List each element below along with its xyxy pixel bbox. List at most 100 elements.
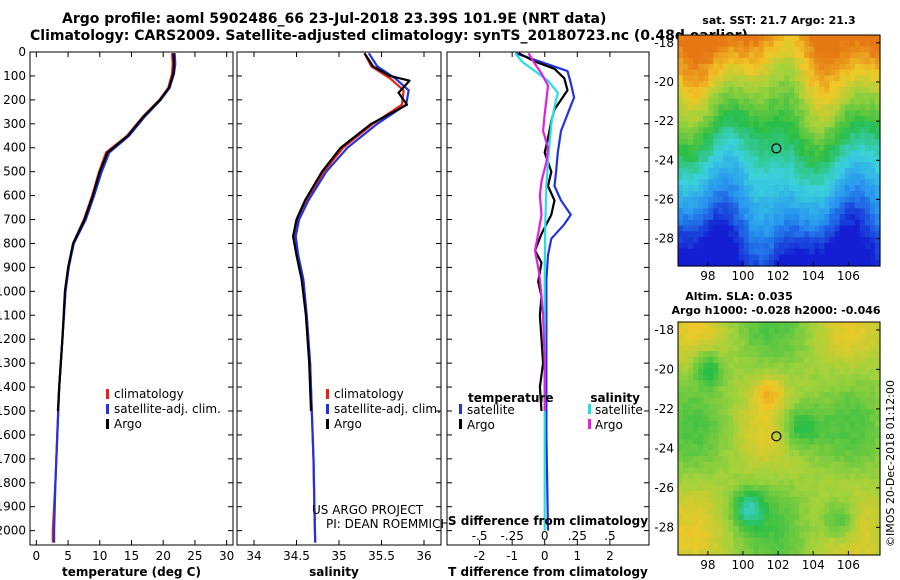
heatmap-cell bbox=[723, 415, 730, 422]
heatmap-cell bbox=[859, 185, 866, 192]
heatmap-cell bbox=[864, 40, 871, 48]
heatmap-cell bbox=[824, 514, 831, 521]
heatmap-cell bbox=[683, 374, 689, 381]
heatmap-cell bbox=[698, 479, 704, 486]
heatmap-cell bbox=[849, 214, 856, 221]
heatmap-cell bbox=[738, 254, 745, 261]
heatmap-cell bbox=[723, 156, 730, 163]
heatmap-cell bbox=[713, 208, 719, 215]
heatmap-cell bbox=[733, 525, 740, 533]
heatmap-cell bbox=[678, 138, 684, 146]
heatmap-cell bbox=[784, 502, 790, 509]
heatmap-cell bbox=[869, 63, 876, 71]
heatmap-cell bbox=[693, 461, 699, 469]
x-tick-label: 100 bbox=[732, 269, 755, 283]
heatmap-cell bbox=[748, 121, 755, 129]
heatmap-cell bbox=[874, 121, 881, 129]
heatmap-cell bbox=[819, 173, 826, 180]
heatmap-cell bbox=[789, 115, 795, 123]
heatmap-cell bbox=[678, 92, 684, 100]
heatmap-cell bbox=[859, 237, 866, 244]
heatmap-cell bbox=[688, 327, 694, 335]
heatmap-cell bbox=[768, 362, 775, 370]
heatmap-cell bbox=[688, 391, 694, 399]
heatmap-cell bbox=[824, 81, 831, 88]
heatmap-cell bbox=[688, 98, 694, 105]
heatmap-cell bbox=[814, 339, 820, 346]
heatmap-cell bbox=[703, 479, 709, 486]
heatmap-cell bbox=[779, 156, 785, 163]
heatmap-cell bbox=[809, 391, 815, 399]
heatmap-cell bbox=[703, 356, 709, 364]
heatmap-cell bbox=[779, 525, 785, 533]
heatmap-cell bbox=[678, 156, 684, 163]
heatmap-cell bbox=[789, 525, 795, 533]
heatmap-cell bbox=[854, 356, 861, 364]
heatmap-cell bbox=[824, 254, 831, 261]
x-axis-label: temperature (deg C) bbox=[62, 565, 201, 579]
heatmap-cell bbox=[864, 179, 871, 186]
heatmap-cell bbox=[728, 391, 735, 399]
heatmap-cell bbox=[748, 549, 755, 556]
heatmap-cell bbox=[849, 421, 856, 428]
heatmap-cell bbox=[723, 502, 730, 509]
heatmap-cell bbox=[693, 237, 699, 244]
heatmap-cell bbox=[814, 426, 820, 434]
heatmap-cell bbox=[693, 98, 699, 105]
heatmap-cell bbox=[834, 248, 841, 256]
heatmap-cell bbox=[794, 242, 800, 250]
heatmap-cell bbox=[773, 421, 780, 428]
heatmap-cell bbox=[743, 133, 750, 140]
heatmap-cell bbox=[683, 502, 689, 509]
heatmap-cell bbox=[748, 543, 755, 550]
heatmap-cell bbox=[854, 327, 861, 335]
heatmap-cell bbox=[693, 415, 699, 422]
heatmap-cell bbox=[829, 403, 836, 410]
heatmap-cell bbox=[804, 479, 810, 486]
heatmap-cell bbox=[738, 138, 745, 146]
heatmap-cell bbox=[844, 351, 851, 358]
heatmap-cell bbox=[794, 514, 800, 521]
heatmap-cell bbox=[753, 196, 760, 204]
heatmap-cell bbox=[768, 225, 775, 232]
heatmap-cell bbox=[768, 179, 775, 186]
heatmap-cell bbox=[784, 190, 790, 198]
heatmap-cell bbox=[789, 485, 795, 492]
heatmap-cell bbox=[819, 450, 826, 457]
heatmap-cell bbox=[834, 397, 841, 405]
heatmap-cell bbox=[784, 549, 790, 556]
heatmap-cell bbox=[688, 508, 694, 515]
heatmap-cell bbox=[708, 242, 714, 250]
heatmap-cell bbox=[763, 479, 770, 486]
heatmap-cell bbox=[743, 127, 750, 134]
heatmap-cell bbox=[688, 473, 694, 480]
heatmap-cell bbox=[738, 196, 745, 204]
heatmap-cell bbox=[683, 339, 689, 346]
heatmap-cell bbox=[768, 127, 775, 134]
heatmap-cell bbox=[748, 115, 755, 123]
heatmap-cell bbox=[738, 58, 745, 65]
heatmap-cell bbox=[738, 52, 745, 59]
heatmap-cell bbox=[708, 225, 714, 232]
heatmap-cell bbox=[789, 496, 795, 504]
heatmap-cell bbox=[743, 461, 750, 469]
heatmap-cell bbox=[839, 386, 846, 393]
heatmap-cell bbox=[824, 219, 831, 227]
heatmap-cell bbox=[773, 190, 780, 198]
heatmap-cell bbox=[839, 380, 846, 387]
heatmap-cell bbox=[834, 520, 841, 527]
heatmap-cell bbox=[844, 520, 851, 527]
heatmap-cell bbox=[698, 127, 704, 134]
heatmap-cell bbox=[708, 473, 714, 480]
heatmap-cell bbox=[839, 115, 846, 123]
heatmap-cell bbox=[683, 98, 689, 105]
heatmap-cell bbox=[733, 467, 740, 475]
heatmap-cell bbox=[869, 467, 876, 475]
heatmap-cell bbox=[763, 92, 770, 100]
heatmap-cell bbox=[804, 508, 810, 515]
heatmap-cell bbox=[814, 75, 820, 82]
heatmap-cell bbox=[688, 225, 694, 232]
heatmap-cell bbox=[814, 127, 820, 134]
heatmap-cell bbox=[713, 496, 719, 504]
heatmap-cell bbox=[794, 362, 800, 370]
